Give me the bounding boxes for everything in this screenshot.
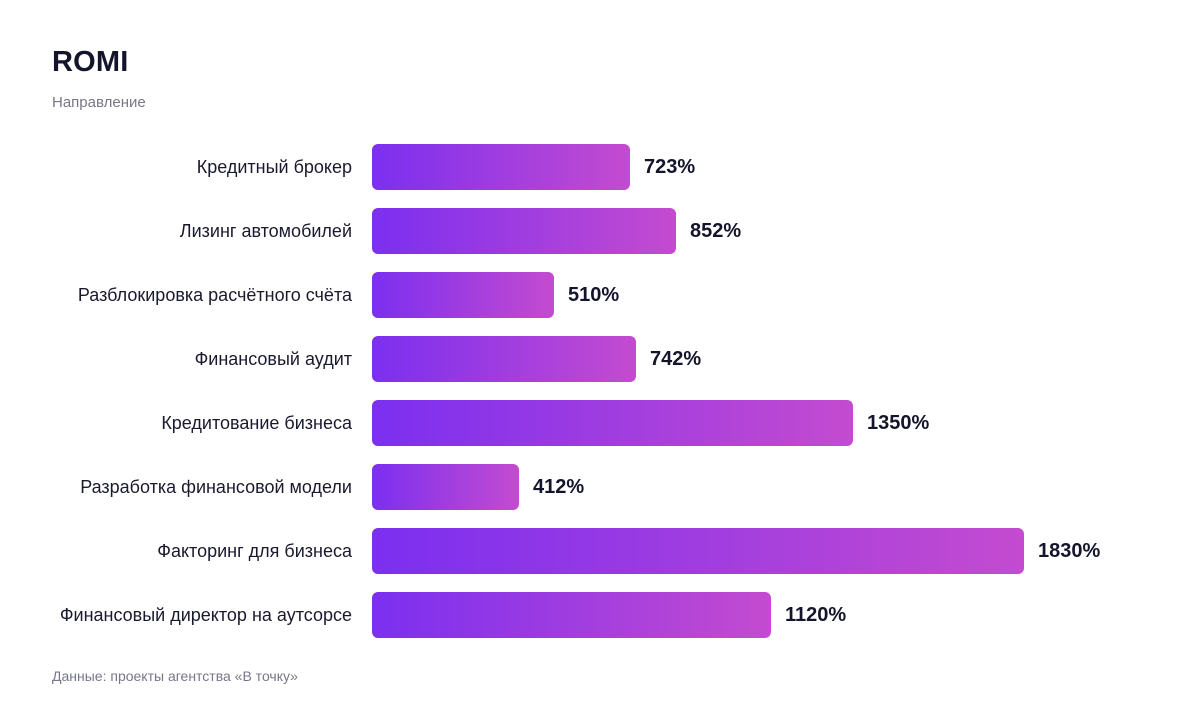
value-label: 412% — [533, 476, 585, 498]
bar — [372, 528, 1024, 574]
bar — [372, 400, 853, 446]
value-label: 1350% — [867, 412, 930, 434]
category-label: Кредитование бизнеса — [161, 413, 352, 433]
category-label: Лизинг автомобилей — [179, 221, 352, 241]
category-label: Разблокировка расчётного счёта — [77, 285, 352, 305]
value-label: 852% — [690, 220, 742, 242]
bar — [372, 144, 630, 190]
source-note: Данные: проекты агентства «В точку» — [52, 668, 298, 684]
value-label: 510% — [568, 284, 620, 306]
value-label: 742% — [650, 348, 702, 370]
bar — [372, 336, 636, 382]
bar — [372, 592, 771, 638]
category-label: Финансовый аудит — [194, 349, 352, 369]
value-label: 1830% — [1038, 540, 1101, 562]
bar — [372, 208, 676, 254]
value-label: 1120% — [785, 604, 847, 626]
category-label: Финансовый директор на аутсорсе — [59, 605, 352, 625]
bar — [372, 272, 554, 318]
bar — [372, 464, 519, 510]
category-label: Факторинг для бизнеса — [157, 541, 352, 561]
chart-subtitle: Направление — [52, 94, 146, 111]
category-label: Разработка финансовой модели — [80, 477, 352, 497]
category-label: Кредитный брокер — [196, 157, 352, 177]
chart-title: ROMI — [52, 46, 129, 78]
value-label: 723% — [644, 156, 696, 178]
